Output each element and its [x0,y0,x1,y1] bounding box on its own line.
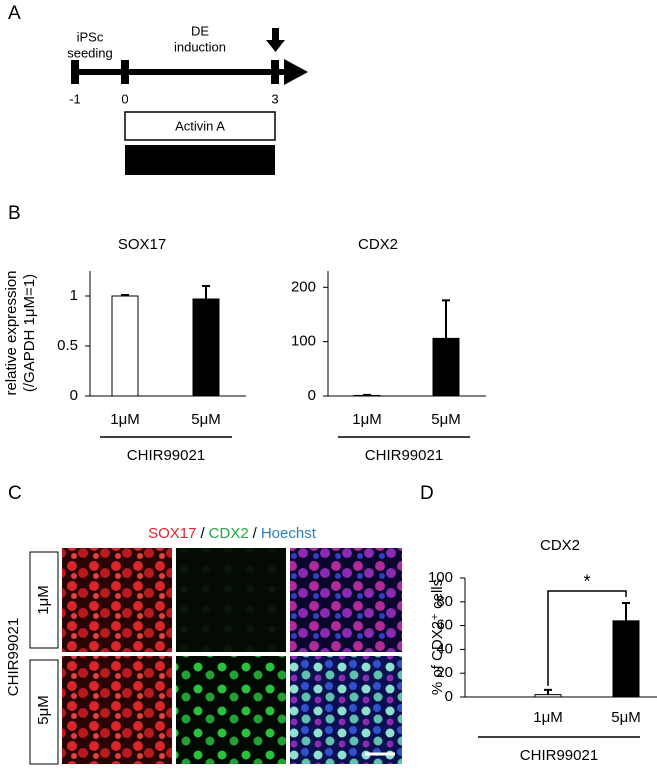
y-tick-label: 100 [428,569,453,586]
row-group-label: CHIR99021 [5,618,22,696]
panel-label: C [8,483,22,504]
separator: / [200,525,205,542]
y-tick-label: 200 [291,278,316,295]
y-tick-label: 0.5 [57,337,78,354]
stain-name: Hoechst [260,525,316,542]
row-label: 5μM [35,695,52,724]
y-axis-label: (/GAPDH 1μM=1) [21,274,38,392]
y-tick-label: 20 [436,664,453,681]
y-tick-label: 0 [445,688,453,705]
chart-title: CDX2 [358,236,398,253]
event-label: induction [174,39,226,54]
chart-title: SOX17 [118,236,166,253]
x-tick-label: 5μM [431,411,460,428]
y-tick-label: 1 [70,287,78,304]
y-tick-label: 80 [436,593,453,610]
y-tick-label: 40 [436,640,453,657]
significance-bracket [547,590,627,686]
stain-name: CDX2 [208,525,249,542]
timeline [71,28,308,175]
timepoint-label: -1 [69,91,81,106]
significance-label: * [583,572,590,592]
x-tick-label: 1μM [533,709,562,726]
y-tick-label: 60 [436,617,453,634]
stain-name: SOX17 [148,525,197,542]
panel-label: D [420,483,434,504]
treatment-label: CHIR(1 or 5μM) [154,152,246,167]
chart-title: CDX2 [540,537,580,554]
timepoint-label: 3 [271,91,278,106]
y-tick-label: 100 [291,333,316,350]
event-label: DE [191,23,209,38]
row-label: 1μM [35,585,52,614]
bar [534,694,562,698]
bar [192,298,220,397]
x-tick-label: 1μM [352,411,381,428]
event-label: seeding [67,45,113,60]
x-tick-label: 5μM [611,709,640,726]
stain-legend: SOX17/CDX2/Hoechst [62,525,402,542]
y-axis-label: % of CDX2⁺ cells [429,579,446,695]
bar [432,337,460,397]
micrographs [29,548,402,765]
bar [111,295,139,397]
panel-label: B [8,203,21,224]
x-tick-label: 1μM [110,411,139,428]
y-tick-label: 0 [70,387,78,404]
treatment-label: Activin A [175,118,225,133]
y-axis-label: relative expression [3,270,20,395]
y-tick-label: 0 [308,387,316,404]
event-label: iPSc [77,29,104,44]
timepoint-label: 0 [121,91,128,106]
bar [612,620,640,698]
panel-label: A [8,3,21,24]
separator: / [252,525,257,542]
x-axis-label: CHIR99021 [127,447,205,464]
x-axis-label: CHIR99021 [520,747,598,764]
x-tick-label: 5μM [191,411,220,428]
x-axis-label: CHIR99021 [365,447,443,464]
